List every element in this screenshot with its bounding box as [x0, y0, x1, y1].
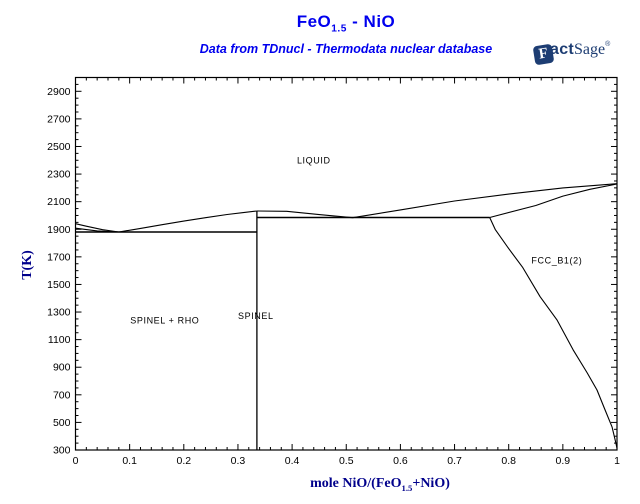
- x-tick-label: 0.3: [231, 455, 246, 467]
- x-tick-label: 0: [73, 455, 79, 467]
- y-tick-label: 1300: [47, 307, 71, 319]
- x-tick-label: 0.8: [501, 455, 516, 467]
- phase-boundary-solidus-right: [489, 183, 618, 219]
- region-label-spinel-rho: SPINEL + RHO: [130, 315, 199, 325]
- y-tick-label: 1100: [48, 334, 71, 346]
- x-tick-label: 1: [614, 455, 620, 467]
- y-tick-label: 1500: [47, 279, 71, 291]
- chart-title: FeO1.5 - NiO: [75, 12, 617, 34]
- x-axis-title-subscript: 1.5: [401, 482, 413, 493]
- x-axis-title: mole NiO/(FeO1.5+NiO): [230, 476, 530, 493]
- y-tick-label: 2700: [47, 113, 71, 125]
- y-axis-title-text: T(K): [20, 250, 35, 280]
- chart-subtitle: Data from TDnucl - Thermodata nuclear da…: [199, 42, 493, 56]
- y-tick-label: 2500: [47, 141, 71, 153]
- x-tick-label: 0.9: [556, 455, 571, 467]
- factsage-logo-sage: Sage: [574, 41, 606, 58]
- chart-title-prefix: FeO: [296, 12, 332, 31]
- plot-frame: [74, 76, 618, 451]
- x-axis-title-suffix: +NiO): [412, 476, 450, 491]
- y-tick-label: 700: [53, 389, 71, 401]
- registered-mark-icon: ®: [605, 41, 611, 48]
- x-tick-label: 0.6: [393, 455, 408, 467]
- factsage-logo: FactSage®: [532, 41, 611, 67]
- x-tick-label: 0.4: [285, 455, 300, 467]
- y-tick-label: 900: [53, 362, 71, 374]
- chart-title-suffix: - NiO: [346, 12, 396, 31]
- y-axis-title: T(K): [20, 215, 36, 315]
- region-label-spinel: SPINEL: [238, 311, 274, 321]
- y-tick-label: 1900: [47, 224, 71, 236]
- factsage-logo-act: act: [550, 41, 575, 58]
- x-tick-label: 0.2: [176, 455, 191, 467]
- region-label-liquid: LIQUID: [297, 155, 331, 165]
- y-tick-label: 300: [53, 445, 71, 457]
- y-tick-label: 500: [53, 417, 71, 429]
- x-axis-title-prefix: mole NiO/(FeO: [310, 476, 402, 491]
- x-tick-label: 0.7: [447, 455, 462, 467]
- phase-boundary-fcc-solvus: [489, 217, 618, 449]
- chart-title-subscript: 1.5: [331, 23, 347, 35]
- y-tick-label: 2900: [47, 86, 71, 98]
- x-tick-label: 0.5: [339, 455, 354, 467]
- y-tick-label: 2100: [47, 196, 71, 208]
- y-tick-label: 1700: [47, 251, 71, 263]
- phase-boundary-liquidus-right: [256, 183, 618, 219]
- x-tick-label: 0.1: [122, 455, 137, 467]
- phase-boundary-liquidus-left: [75, 210, 257, 233]
- region-label-fcc-b1-2-: FCC_B1(2): [531, 256, 582, 266]
- y-tick-label: 2300: [47, 169, 71, 181]
